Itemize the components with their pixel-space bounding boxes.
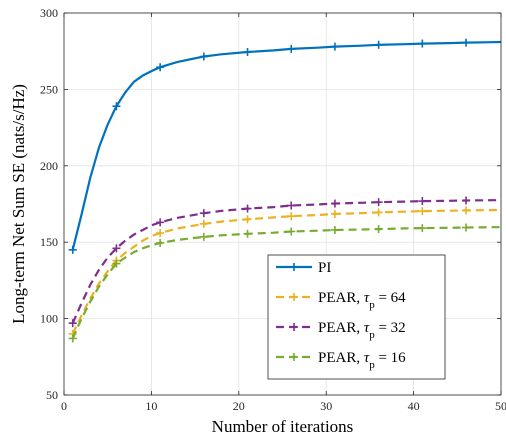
legend-label-prefix: PEAR, (318, 350, 364, 366)
data-point (112, 259, 121, 268)
data-point (287, 227, 296, 236)
data-point (287, 212, 296, 221)
legend-label: PEAR, τp = 16 (318, 350, 406, 371)
data-point (374, 198, 383, 207)
series-line (71, 199, 501, 324)
legend-label-prefix: PI (318, 260, 331, 276)
series-line (71, 40, 502, 251)
x-tick-label: 50 (495, 399, 506, 413)
data-point (330, 225, 339, 234)
legend-label-tau: τ (364, 320, 370, 336)
x-tick-label: 30 (320, 399, 332, 413)
y-axis-label: Long-term Net Sum SE (nats/s/Hz) (9, 84, 28, 324)
data-point (112, 102, 121, 111)
x-tick-label: 10 (145, 399, 157, 413)
x-axis-label: Number of iterations (212, 417, 354, 436)
data-point (68, 319, 77, 328)
legend-label: PEAR, τp = 32 (318, 320, 406, 341)
data-point (199, 219, 208, 228)
data-point (418, 39, 427, 48)
legend-label-tau: τ (364, 350, 370, 366)
data-point (462, 196, 471, 205)
data-point (199, 52, 208, 61)
x-tick-label: 0 (61, 399, 67, 413)
legend-label: PEAR, τp = 64 (318, 290, 406, 311)
legend-label-suffix: = 32 (375, 320, 406, 336)
data-point (418, 224, 427, 233)
data-point (112, 244, 121, 253)
legend-label-prefix: PEAR, (318, 320, 364, 336)
series-2 (68, 196, 501, 328)
legend-label-subscript: p (369, 359, 375, 371)
data-point (330, 209, 339, 218)
y-tick-label: 150 (40, 235, 58, 249)
legend-marker (290, 263, 298, 271)
data-point (374, 208, 383, 217)
legend-label-subscript: p (369, 329, 375, 341)
data-point (68, 245, 77, 254)
data-point (156, 63, 165, 72)
y-tick-label: 100 (40, 312, 58, 326)
series-line (71, 209, 501, 335)
legend-marker (290, 293, 298, 301)
data-point (418, 207, 427, 216)
axis-ticks: 0 10 20 30 40 50 50 100 150 200 250 300 (40, 6, 506, 413)
data-point (462, 38, 471, 47)
data-point (374, 40, 383, 49)
data-point (287, 44, 296, 53)
series-1 (68, 206, 501, 338)
data-point (374, 225, 383, 234)
legend-marker (290, 353, 298, 361)
data-point (330, 42, 339, 51)
legend-marker (290, 323, 298, 331)
x-tick-label: 40 (408, 399, 420, 413)
x-tick-label: 20 (233, 399, 245, 413)
series-line (71, 226, 501, 339)
data-point (243, 204, 252, 213)
y-tick-label: 250 (40, 82, 58, 96)
data-point (156, 238, 165, 247)
legend-box (267, 254, 446, 380)
legend-label-suffix: = 16 (375, 350, 406, 366)
legend-entry: PEAR, τp = 32 (276, 320, 406, 341)
series-layer (68, 38, 502, 343)
data-point (243, 215, 252, 224)
data-point (418, 197, 427, 206)
grid-lines (63, 12, 502, 396)
series-0 (68, 38, 502, 254)
axes-box (63, 12, 502, 396)
y-tick-label: 300 (40, 6, 58, 20)
legend-label-subscript: p (369, 299, 375, 311)
legend-label-suffix: = 64 (375, 290, 406, 306)
data-point (462, 223, 471, 232)
legend-label-prefix: PEAR, (318, 290, 364, 306)
data-point (462, 206, 471, 215)
data-point (287, 201, 296, 210)
legend-label: PI (318, 260, 331, 276)
y-tick-label: 200 (40, 159, 58, 173)
data-point (199, 232, 208, 241)
data-point (243, 229, 252, 238)
data-point (330, 199, 339, 208)
legend-entry: PEAR, τp = 64 (276, 290, 406, 311)
data-point (243, 47, 252, 56)
series-3 (68, 223, 501, 343)
data-point (156, 229, 165, 238)
y-tick-label: 50 (46, 388, 58, 402)
legend-entry: PI (276, 260, 331, 276)
legend-label-tau: τ (364, 290, 370, 306)
data-point (68, 334, 77, 343)
data-point (199, 209, 208, 218)
data-point (156, 218, 165, 227)
legend-entry: PEAR, τp = 16 (276, 350, 406, 371)
